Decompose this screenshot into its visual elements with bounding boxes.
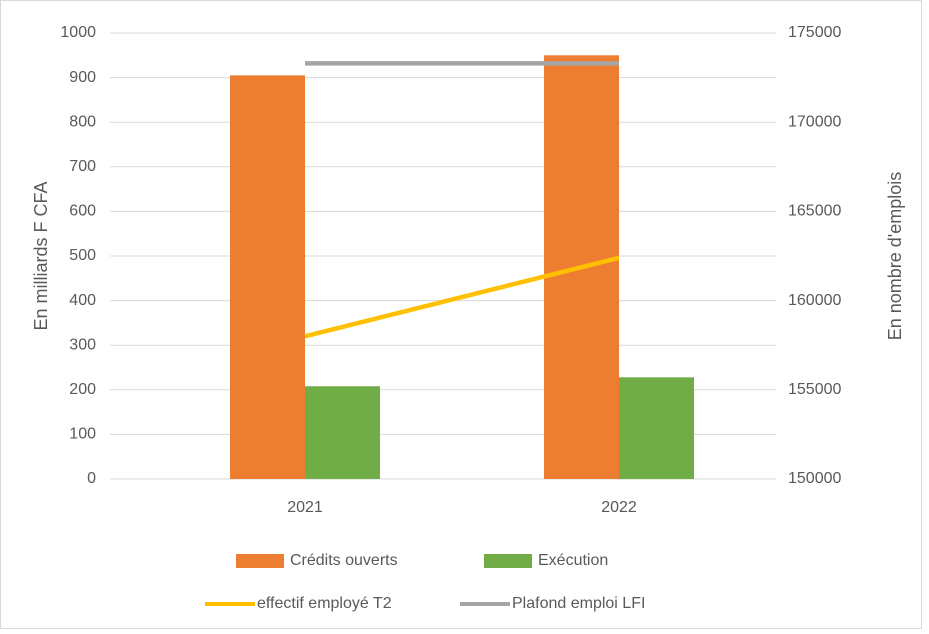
y2-tick-label: 155000 [788, 381, 841, 398]
line-series [304, 255, 620, 339]
y-tick-label: 700 [69, 158, 96, 175]
y-tick-label: 500 [69, 247, 96, 264]
y-tick-label: 100 [69, 426, 96, 443]
legend-label: Crédits ouverts [290, 552, 398, 569]
y2-tick-label: 165000 [788, 203, 841, 220]
legend-label: effectif employé T2 [257, 595, 392, 612]
y2-tick-label: 150000 [788, 470, 841, 487]
y-tick-label: 300 [69, 336, 96, 353]
legend-label: Exécution [538, 552, 608, 569]
x-tick-label: 2022 [601, 499, 637, 516]
y-tick-label: 0 [87, 470, 96, 487]
legend-swatch [236, 554, 284, 568]
y-tick-label: 400 [69, 292, 96, 309]
y-tick-label: 1000 [60, 24, 96, 41]
bar [230, 75, 305, 480]
y-tick-label: 600 [69, 203, 96, 220]
bar [305, 386, 380, 479]
x-tick-label: 2021 [287, 499, 323, 516]
y-tick-label: 900 [69, 69, 96, 86]
y2-tick-label: 160000 [788, 292, 841, 309]
bar [619, 377, 694, 479]
y-tick-label: 800 [69, 113, 96, 130]
y-axis-label: En milliards F CFA [31, 181, 51, 330]
y2-axis-label: En nombre d'emplois [885, 172, 905, 341]
y2-tick-label: 170000 [788, 113, 841, 130]
legend-label: Plafond emploi LFI [512, 595, 645, 612]
y-tick-label: 200 [69, 381, 96, 398]
legend-swatch [484, 554, 532, 568]
y2-tick-label: 175000 [788, 24, 841, 41]
